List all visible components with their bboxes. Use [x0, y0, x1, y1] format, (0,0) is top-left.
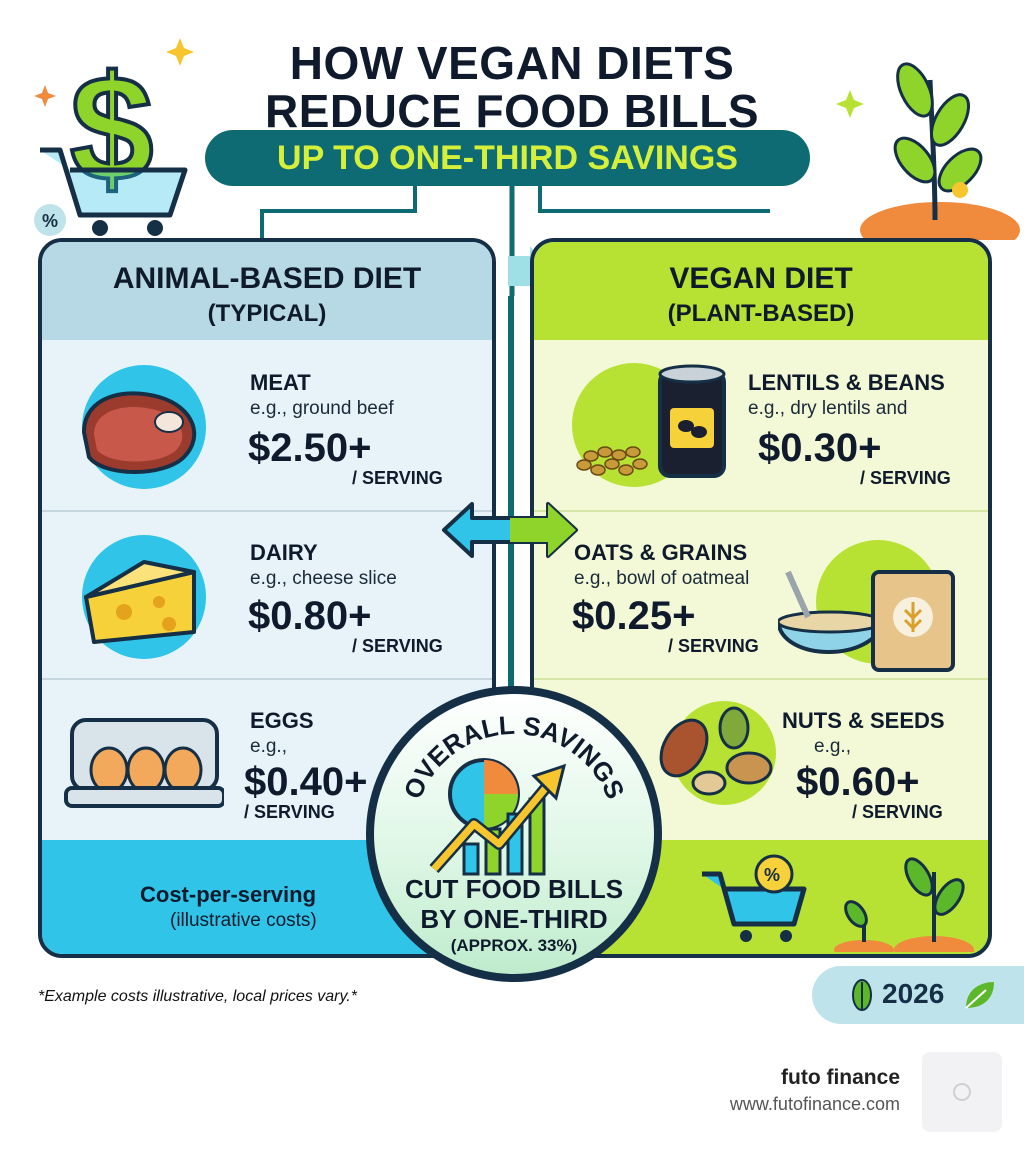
- lentils-category: LENTILS & BEANS: [748, 370, 945, 395]
- brand-name: futo finance: [781, 1066, 900, 1089]
- left-divider-2: [42, 678, 492, 680]
- svg-text:$: $: [70, 44, 153, 212]
- animal-diet-panel: ANIMAL-BASED DIET (TYPICAL) MEAT e.g., g…: [38, 238, 496, 958]
- dairy-example: e.g., cheese slice: [250, 568, 397, 589]
- sprout-icon: [836, 62, 1020, 240]
- right-heading: VEGAN DIET: [669, 262, 853, 295]
- oats-price: $0.25+: [572, 594, 696, 638]
- nuts-price: $0.60+: [796, 760, 920, 804]
- double-arrow-icon: [442, 502, 578, 558]
- meat-unit: / SERVING: [352, 468, 443, 488]
- lentils-example: e.g., dry lentils and: [748, 398, 908, 419]
- oats-unit: / SERVING: [668, 636, 759, 656]
- nuts-category: NUTS & SEEDS: [782, 708, 945, 733]
- meat-price: $2.50+: [248, 426, 372, 470]
- left-panel-header: [42, 242, 492, 340]
- nuts-example: e.g.,: [814, 736, 851, 757]
- dairy-unit: / SERVING: [352, 636, 443, 656]
- leaf-icon: [852, 979, 872, 1011]
- growth-chart-icon: OVERALL SAVINGS: [397, 710, 631, 876]
- nuts-icon: [659, 701, 776, 805]
- oats-example: e.g., bowl of oatmeal: [574, 568, 750, 589]
- savings-line-1: CUT FOOD BILLS: [404, 874, 624, 904]
- oatmeal-bowl-icon: [778, 540, 955, 672]
- meat-example: e.g., ground beef: [250, 398, 394, 419]
- year-text: 2026: [882, 978, 945, 1009]
- right-subheading: (PLANT-BASED): [667, 300, 855, 327]
- leaf-icon-2: [965, 982, 994, 1009]
- brand-block: futo finance www.futofinance.com: [700, 1066, 900, 1115]
- steak-icon: [81, 365, 206, 489]
- eggs-example: e.g.,: [250, 736, 287, 757]
- subtitle-banner: UP TO ONE-THIRD SAVINGS: [205, 130, 810, 186]
- right-panel-header: [534, 242, 988, 340]
- footer-subtitle: (illustrative costs): [170, 910, 317, 931]
- cheese-icon: [82, 535, 206, 659]
- egg-carton-icon: [64, 718, 224, 808]
- dairy-price: $0.80+: [248, 594, 372, 638]
- footer-title: Cost-per-serving: [140, 882, 317, 907]
- right-divider-2: [534, 678, 988, 680]
- footnote: *Example costs illustrative, local price…: [38, 988, 357, 1005]
- eggs-price: $0.40+: [244, 760, 368, 804]
- savings-line-3: (APPROX. 33%): [450, 936, 578, 955]
- center-line: [508, 296, 514, 696]
- brand-url: www.futofinance.com: [729, 1094, 900, 1114]
- eggs-category: EGGS: [250, 708, 314, 733]
- left-divider-1: [42, 510, 492, 512]
- lentils-unit: / SERVING: [860, 468, 951, 488]
- year-badge: 2026: [812, 966, 1024, 1024]
- dollar-cart-icon: $ %: [34, 38, 194, 236]
- lentils-price: $0.30+: [758, 426, 882, 470]
- overall-savings-badge: OVERALL SAVINGS CUT FOOD BILLS BY ONE-TH…: [366, 686, 662, 982]
- left-heading: ANIMAL-BASED DIET: [112, 262, 422, 295]
- cart-percent-icon: %: [702, 854, 807, 942]
- right-divider-1: [534, 510, 988, 512]
- brand-logo: [922, 1052, 1002, 1132]
- svg-text:%: %: [42, 211, 58, 231]
- svg-text:%: %: [764, 865, 780, 885]
- eggs-unit: / SERVING: [244, 802, 335, 822]
- nuts-unit: / SERVING: [852, 802, 943, 822]
- dairy-category: DAIRY: [250, 540, 318, 565]
- title-line-2: REDUCE FOOD BILLS: [264, 85, 760, 137]
- oats-category: OATS & GRAINS: [574, 540, 748, 565]
- title-line-1: HOW VEGAN DIETS: [289, 37, 735, 89]
- sprout-small-icon: [834, 857, 974, 952]
- bean-can-icon: [572, 363, 726, 487]
- logo-icon: [953, 1083, 971, 1101]
- meat-category: MEAT: [250, 370, 311, 395]
- left-subheading: (TYPICAL): [207, 300, 327, 327]
- savings-line-2: BY ONE-THIRD: [420, 904, 608, 934]
